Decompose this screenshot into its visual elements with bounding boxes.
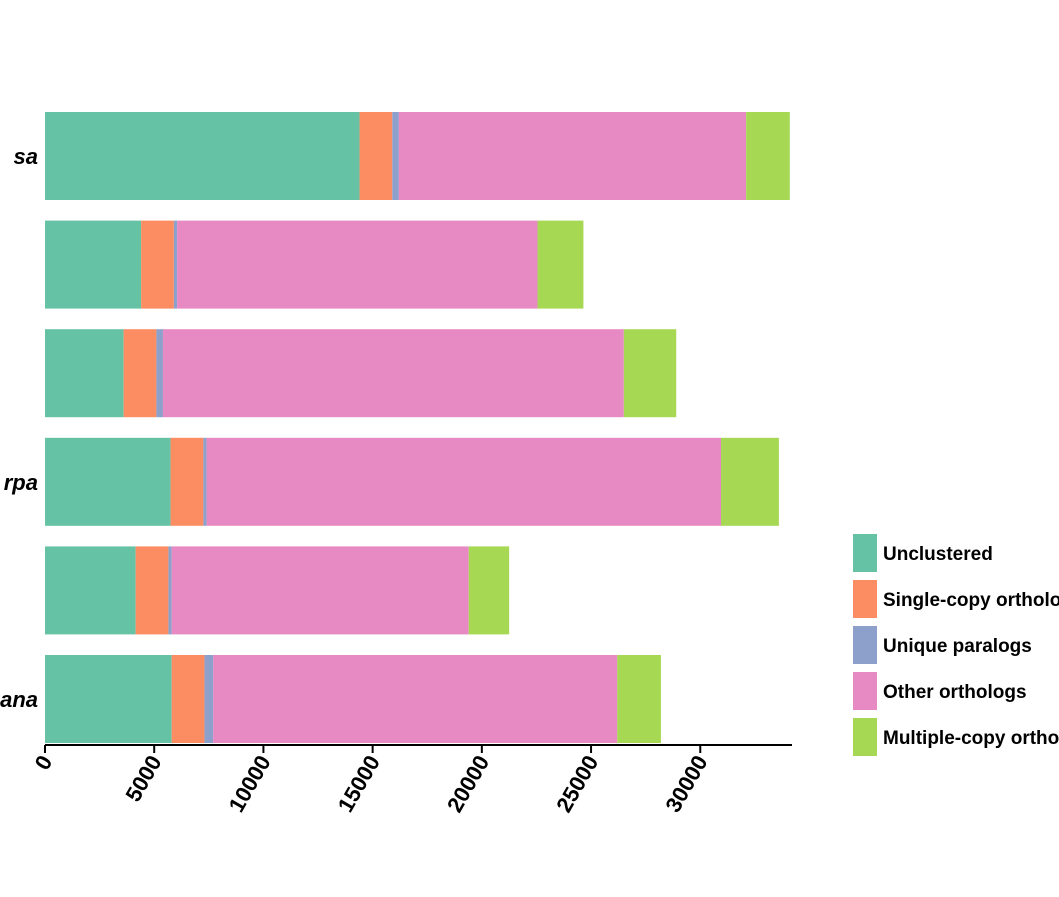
- bar-segment-0-4: [746, 112, 790, 200]
- legend-label-3: Other orthologs: [883, 682, 1027, 703]
- legend-swatch-2: [853, 626, 877, 664]
- bar-segment-5-0: [45, 655, 172, 743]
- legend-swatch-4: [853, 718, 877, 756]
- bar-segment-4-0: [45, 546, 136, 635]
- bar-segment-4-4: [468, 546, 510, 635]
- bar-segment-5-1: [171, 655, 205, 743]
- bar-segment-2-1: [123, 329, 157, 418]
- bar-segment-5-3: [213, 655, 618, 743]
- bar-segment-1-0: [45, 220, 142, 309]
- bar-segment-2-3: [162, 329, 624, 418]
- legend-label-1: Single-copy orthologs: [883, 590, 1059, 611]
- bar-segment-5-4: [617, 655, 661, 743]
- legend-label-0: Unclustered: [883, 544, 993, 565]
- legend-swatch-1: [853, 580, 877, 618]
- bar-segment-2-0: [45, 329, 124, 418]
- legend-label-4: Multiple-copy orthologs: [883, 728, 1059, 749]
- category-labels: sa rpa ana: [0, 144, 38, 712]
- x-tick-label-6: 30000: [660, 751, 712, 816]
- bar-segment-3-2: [203, 437, 207, 526]
- bar-segment-0-0: [45, 112, 360, 200]
- bar-segment-1-1: [141, 220, 174, 309]
- bar-segment-4-1: [135, 546, 169, 635]
- x-tick-label-0: 0: [30, 751, 58, 774]
- bar-segment-3-0: [45, 437, 171, 526]
- bar-segment-0-3: [398, 112, 747, 200]
- bar-segment-1-3: [177, 220, 538, 309]
- x-tick-label-4: 20000: [442, 751, 494, 816]
- bar-segment-1-4: [537, 220, 584, 309]
- bar-segment-5-2: [204, 655, 214, 743]
- bar-segment-3-1: [170, 437, 204, 526]
- bar-segment-4-3: [171, 546, 469, 635]
- category-label-3: rpa: [4, 470, 38, 495]
- legend-swatch-3: [853, 672, 877, 710]
- x-tick-label-5: 25000: [551, 751, 603, 816]
- x-tick-label-2: 10000: [224, 751, 276, 816]
- legend-swatch-0: [853, 534, 877, 572]
- category-label-5: ana: [0, 687, 38, 712]
- bar-segment-3-3: [206, 437, 722, 526]
- bars-layer: [45, 112, 790, 743]
- bar-segment-0-2: [392, 112, 399, 200]
- bar-segment-1-2: [173, 220, 178, 309]
- x-tick-label-3: 15000: [333, 751, 385, 816]
- legend: Unclustered Single-copy orthologs Unique p…: [853, 534, 1059, 756]
- x-tick-label-1: 5000: [120, 751, 166, 806]
- bar-segment-0-1: [359, 112, 393, 200]
- bar-segment-2-2: [156, 329, 163, 418]
- bar-segment-2-4: [623, 329, 677, 418]
- x-axis: 0 5000 10000 15000 20000 25000 30000: [30, 744, 792, 816]
- bar-segment-4-2: [168, 546, 172, 635]
- category-label-0: sa: [14, 144, 38, 169]
- legend-label-2: Unique paralogs: [883, 636, 1032, 657]
- bar-segment-3-4: [721, 437, 779, 526]
